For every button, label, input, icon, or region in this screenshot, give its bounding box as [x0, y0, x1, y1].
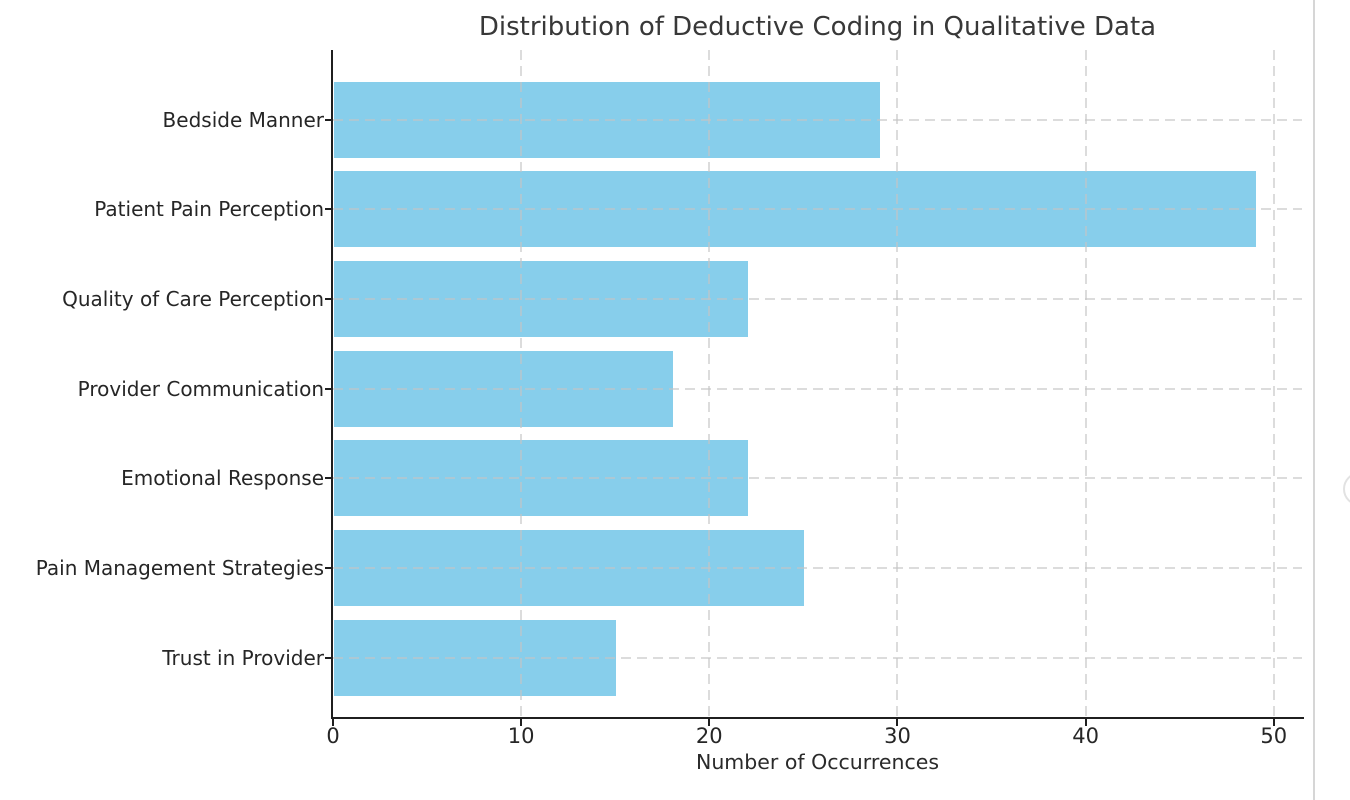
x-axis-label: Number of Occurrences	[695, 750, 940, 774]
x-tick-label: 10	[507, 724, 535, 748]
y-tick-mark	[325, 387, 332, 390]
x-tick-mark	[1272, 719, 1275, 726]
plot-area	[333, 50, 1302, 718]
gridline-vertical	[1084, 50, 1087, 718]
x-tick-mark	[708, 719, 711, 726]
y-tick-mark	[325, 297, 332, 300]
x-tick-mark	[1084, 719, 1087, 726]
gridline-horizontal	[333, 297, 1302, 300]
x-tick-label: 30	[884, 724, 911, 748]
x-tick-mark	[332, 719, 334, 726]
chart-title: Distribution of Deductive Coding in Qual…	[478, 12, 1157, 42]
gridline-vertical	[896, 50, 899, 718]
y-tick-label: Trust in Provider	[162, 645, 324, 670]
y-tick-label: Patient Pain Perception	[94, 197, 324, 222]
page-right-border	[1313, 0, 1315, 800]
y-tick-mark	[325, 208, 332, 211]
gridline-horizontal	[333, 208, 1302, 211]
floating-button-partial[interactable]	[1343, 472, 1350, 506]
gridline-vertical	[1272, 50, 1275, 718]
x-tick-label: 0	[326, 724, 340, 748]
y-tick-mark	[325, 118, 332, 121]
y-axis-line	[331, 50, 333, 719]
y-tick-mark	[325, 656, 332, 659]
y-tick-label: Quality of Care Perception	[62, 286, 324, 311]
gridline-horizontal	[333, 656, 1302, 659]
gridline-horizontal	[333, 387, 1302, 390]
gridline-horizontal	[333, 118, 1302, 121]
gridline-vertical	[708, 50, 711, 718]
y-tick-label: Emotional Response	[121, 466, 324, 491]
y-tick-label: Provider Communication	[77, 376, 324, 401]
y-tick-label: Bedside Manner	[162, 107, 324, 132]
gridline-vertical	[520, 50, 523, 718]
gridline-horizontal	[333, 567, 1302, 569]
x-tick-label: 40	[1072, 724, 1099, 748]
x-tick-mark	[896, 719, 899, 726]
y-tick-label: Pain Management Strategies	[35, 556, 324, 580]
x-tick-mark	[520, 719, 523, 726]
y-tick-mark	[325, 477, 332, 480]
x-tick-label: 20	[695, 724, 723, 748]
gridline-horizontal	[333, 477, 1302, 480]
y-tick-mark	[325, 567, 332, 569]
x-tick-label: 50	[1260, 724, 1288, 748]
x-axis-line	[331, 717, 1304, 719]
